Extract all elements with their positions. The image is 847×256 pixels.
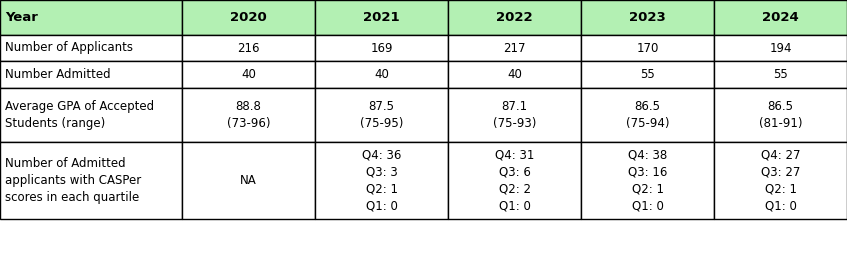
Text: Average GPA of Accepted
Students (range): Average GPA of Accepted Students (range) xyxy=(5,100,154,130)
Bar xyxy=(0,142,182,219)
Text: Q4: 38
Q3: 16
Q2: 1
Q1: 0: Q4: 38 Q3: 16 Q2: 1 Q1: 0 xyxy=(628,148,667,212)
Text: 86.5
(81-91): 86.5 (81-91) xyxy=(759,100,802,130)
Bar xyxy=(581,0,714,35)
Text: Year: Year xyxy=(5,11,38,24)
Bar xyxy=(714,35,847,61)
Bar xyxy=(182,0,315,35)
Bar xyxy=(182,142,315,219)
Bar xyxy=(448,35,581,61)
Text: 40: 40 xyxy=(241,68,256,81)
Text: Q4: 27
Q3: 27
Q2: 1
Q1: 0: Q4: 27 Q3: 27 Q2: 1 Q1: 0 xyxy=(761,148,800,212)
Text: Q4: 31
Q3: 6
Q2: 2
Q1: 0: Q4: 31 Q3: 6 Q2: 2 Q1: 0 xyxy=(495,148,534,212)
Bar xyxy=(448,61,581,88)
Text: 87.1
(75-93): 87.1 (75-93) xyxy=(493,100,536,130)
Text: Number of Admitted
applicants with CASPer
scores in each quartile: Number of Admitted applicants with CASPe… xyxy=(5,157,141,204)
Bar xyxy=(448,142,581,219)
Bar xyxy=(182,61,315,88)
Bar xyxy=(182,88,315,142)
Text: 194: 194 xyxy=(769,41,792,55)
Bar xyxy=(0,0,182,35)
Text: 40: 40 xyxy=(374,68,389,81)
Text: 2021: 2021 xyxy=(363,11,400,24)
Text: 87.5
(75-95): 87.5 (75-95) xyxy=(360,100,403,130)
Bar xyxy=(0,35,182,61)
Text: 2020: 2020 xyxy=(230,11,267,24)
Bar xyxy=(315,88,448,142)
Bar xyxy=(714,61,847,88)
Text: Q4: 36
Q3: 3
Q2: 1
Q1: 0: Q4: 36 Q3: 3 Q2: 1 Q1: 0 xyxy=(362,148,401,212)
Text: 169: 169 xyxy=(370,41,393,55)
Bar xyxy=(581,142,714,219)
Text: 2022: 2022 xyxy=(496,11,533,24)
Bar xyxy=(581,88,714,142)
Text: Number of Applicants: Number of Applicants xyxy=(5,41,133,55)
Text: 170: 170 xyxy=(636,41,659,55)
Bar xyxy=(315,35,448,61)
Bar xyxy=(714,0,847,35)
Bar xyxy=(581,61,714,88)
Text: 2023: 2023 xyxy=(629,11,666,24)
Text: 88.8
(73-96): 88.8 (73-96) xyxy=(227,100,270,130)
Bar xyxy=(315,0,448,35)
Bar xyxy=(0,88,182,142)
Bar xyxy=(0,61,182,88)
Text: 86.5
(75-94): 86.5 (75-94) xyxy=(626,100,669,130)
Text: 40: 40 xyxy=(507,68,522,81)
Bar xyxy=(714,142,847,219)
Text: 216: 216 xyxy=(237,41,260,55)
Bar xyxy=(714,88,847,142)
Text: 217: 217 xyxy=(503,41,526,55)
Bar xyxy=(448,88,581,142)
Bar xyxy=(581,35,714,61)
Text: 55: 55 xyxy=(773,68,788,81)
Bar xyxy=(448,0,581,35)
Text: 2024: 2024 xyxy=(762,11,799,24)
Text: 55: 55 xyxy=(640,68,655,81)
Text: Number Admitted: Number Admitted xyxy=(5,68,111,81)
Bar xyxy=(315,61,448,88)
Bar xyxy=(315,142,448,219)
Bar xyxy=(182,35,315,61)
Text: NA: NA xyxy=(241,174,257,187)
